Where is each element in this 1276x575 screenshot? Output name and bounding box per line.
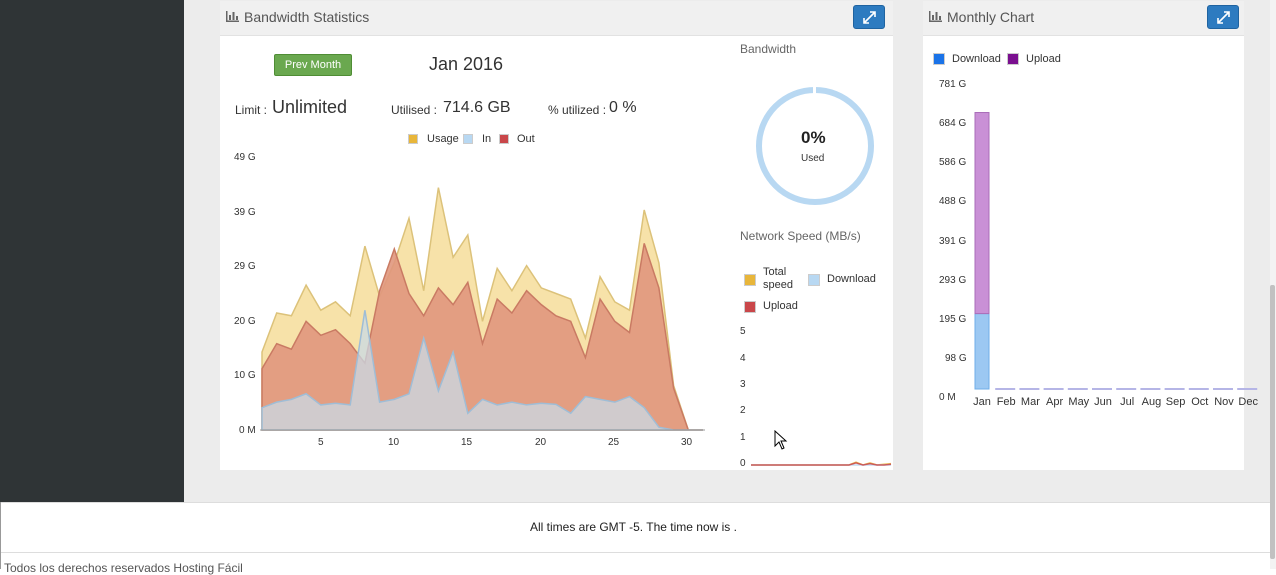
left-border (0, 502, 1, 569)
month-tick-label: Nov (1214, 396, 1234, 408)
monthly-y-tick: 0 M (939, 392, 956, 403)
widget-title: Monthly Chart (947, 9, 1035, 25)
bar-chart-icon (929, 11, 942, 22)
monthly-chart-widget: Monthly Chart Download Upload 781 G 684 … (923, 1, 1258, 470)
month-tick-label: Jul (1120, 396, 1134, 408)
monthly-y-tick: 391 G (939, 236, 967, 247)
gauge-percent: 0% (801, 128, 826, 147)
widget-header: Bandwidth Statistics (220, 1, 893, 36)
legend-usage-label: Usage (427, 133, 459, 145)
sidebar (0, 0, 184, 502)
x-tick: 5 (318, 437, 324, 448)
monthly-bar-chart: Jan Feb Mar Apr May Jun Jul Aug Sep Oct Nov Dec (973, 112, 1258, 408)
legend-out-swatch (499, 134, 509, 144)
speed-series-upload (751, 462, 892, 466)
legend-usage-swatch (408, 134, 418, 144)
scrollbar-thumb[interactable] (1270, 285, 1275, 559)
legend-upload-swatch (744, 301, 756, 313)
legend-in-swatch (463, 134, 473, 144)
expand-icon (863, 11, 876, 24)
scrollbar-track[interactable] (1270, 0, 1276, 569)
speed-y-tick: 4 (740, 353, 746, 364)
legend-download-label: Download (827, 273, 876, 285)
gauge-caption: Used (801, 153, 825, 164)
limit-value: Unlimited (272, 97, 348, 117)
utilised-value: 714.6 GB (443, 99, 511, 116)
y-tick: 10 G (234, 370, 256, 381)
month-tick-label: Jan (973, 396, 991, 408)
y-tick: 39 G (234, 207, 256, 218)
monthly-y-tick: 98 G (945, 353, 967, 364)
footer-copyright: Todos los derechos reservados Hosting Fá… (4, 561, 243, 575)
network-speed-title: Network Speed (MB/s) (740, 229, 861, 243)
legend-download-swatch (933, 53, 945, 65)
widget-header: Monthly Chart (923, 1, 1244, 36)
month-tick-label: Dec (1238, 396, 1258, 408)
gauge-title: Bandwidth (740, 42, 797, 56)
legend-upload-label: Upload (763, 300, 798, 312)
bar-download (974, 313, 990, 390)
speed-y-tick: 2 (740, 405, 746, 416)
month-tick-label: Jun (1094, 396, 1112, 408)
bar-upload (974, 112, 990, 315)
month-tick-label: Sep (1166, 396, 1186, 408)
legend-total-speed-swatch (744, 274, 756, 286)
bandwidth-statistics-widget: Bandwidth Statistics Prev Month Jan 2016… (220, 1, 893, 470)
mouse-cursor-icon (774, 430, 788, 450)
monthly-y-tick: 293 G (939, 275, 967, 286)
month-tick-label: Apr (1046, 396, 1063, 408)
expand-button[interactable] (1207, 5, 1239, 29)
monthly-y-tick: 488 G (939, 196, 967, 207)
footer-divider (0, 502, 1270, 503)
x-tick: 30 (681, 437, 693, 448)
monthly-y-tick: 195 G (939, 314, 967, 325)
month-tick-label: Feb (997, 396, 1016, 408)
x-tick: 20 (535, 437, 547, 448)
speed-y-tick: 3 (740, 379, 746, 390)
bandwidth-area-chart (260, 187, 705, 431)
gauge-marker (813, 85, 816, 95)
legend-out-label: Out (517, 133, 535, 145)
percent-utilized-label: % utilized : (548, 103, 607, 117)
y-tick: 20 G (234, 316, 256, 327)
expand-icon (1217, 11, 1230, 24)
footer-time-text: All times are GMT -5. The time now is . (530, 520, 737, 534)
network-speed-chart (751, 461, 892, 466)
legend-upload-swatch (1007, 53, 1019, 65)
legend-upload-label: Upload (1026, 53, 1061, 65)
y-tick: 0 M (239, 425, 256, 436)
footer-divider (0, 552, 1270, 553)
month-tick-label: Mar (1021, 396, 1040, 408)
legend-download-label: Download (952, 53, 1001, 65)
widget-title: Bandwidth Statistics (244, 9, 370, 25)
x-tick: 10 (388, 437, 400, 448)
prev-month-button[interactable]: Prev Month (274, 54, 352, 76)
y-tick: 29 G (234, 261, 256, 272)
limit-label: Limit : (235, 103, 268, 117)
speed-y-tick: 5 (740, 326, 746, 337)
legend-total-speed-label: Total speed (763, 266, 793, 291)
legend-download-swatch (808, 274, 820, 286)
bandwidth-gauge (756, 85, 874, 205)
monthly-y-tick: 586 G (939, 157, 967, 168)
utilised-label: Utilised : (391, 103, 438, 117)
legend-in-label: In (482, 133, 492, 145)
bar-chart-icon (226, 11, 239, 22)
expand-button[interactable] (853, 5, 885, 29)
x-tick: 15 (461, 437, 473, 448)
month-tick-label: Aug (1142, 396, 1162, 408)
month-tick-label: Oct (1191, 396, 1208, 408)
y-tick: 49 G (234, 152, 256, 163)
speed-y-tick: 0 (740, 458, 746, 469)
percent-utilized-value: 0 % (609, 99, 637, 116)
series-area-in (261, 310, 703, 431)
monthly-y-tick: 684 G (939, 118, 967, 129)
x-tick: 25 (608, 437, 620, 448)
month-tick-label: May (1068, 396, 1089, 408)
month-label: Jan 2016 (429, 54, 504, 74)
monthly-y-tick: 781 G (939, 79, 967, 90)
speed-y-tick: 1 (740, 432, 746, 443)
